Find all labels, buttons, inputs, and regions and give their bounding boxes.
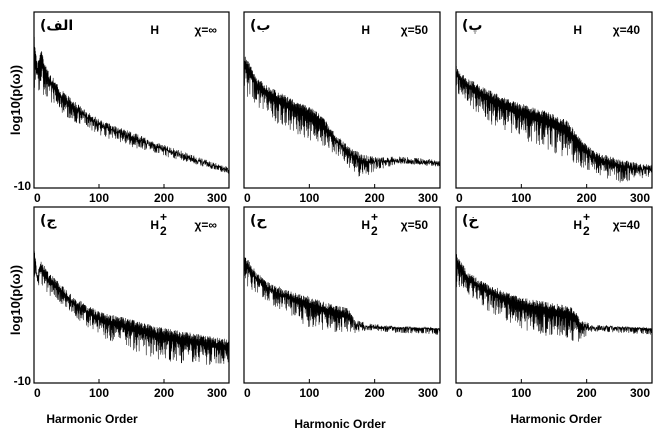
chi-label: χ=∞ (195, 218, 217, 232)
species-label: H (361, 218, 370, 232)
panel-frame (455, 206, 653, 384)
x-tick-label: 200 (154, 386, 174, 400)
panel-label: ج) (40, 213, 57, 229)
x-tick-label: 0 (34, 386, 41, 400)
x-tick-label: 300 (630, 386, 650, 400)
x-tick-label: 100 (89, 191, 109, 205)
species-label: H (573, 23, 582, 37)
x-tick-label: 0 (34, 191, 41, 205)
panel-5: 0 100 200 300 ح) H 2+ χ=50 (243, 206, 441, 400)
species-superscript: + (371, 210, 378, 224)
panel-6: 0 100 200 300 خ) H 2+ χ=40 (455, 206, 653, 400)
spectrum-line (33, 246, 230, 365)
spectrum-line (243, 256, 441, 335)
panel-4: 0 100 200 300 -10 ج) H 2+ χ=∞ (14, 206, 230, 400)
x-tick-label: 300 (207, 191, 227, 205)
y-axis-label-top: log10(p(ω)) (8, 65, 23, 135)
x-tick-label: 100 (511, 191, 531, 205)
panel-label: ح) (250, 213, 267, 229)
x-tick-label: 100 (89, 386, 109, 400)
panel-frame (455, 11, 653, 189)
chi-label: χ=∞ (195, 23, 217, 37)
x-tick-label: 0 (456, 386, 463, 400)
panel-label: ب) (250, 18, 270, 34)
x-axis-label-2: Harmonic Order (294, 417, 386, 431)
panel-label: الف) (40, 18, 73, 34)
species-subscript: 2 (160, 224, 167, 238)
species-subscript: 2 (371, 224, 378, 238)
x-tick-label: 200 (154, 191, 174, 205)
x-tick-label: 200 (365, 191, 385, 205)
panel-frame (33, 206, 230, 384)
spectrum-line (455, 65, 653, 183)
panel-label: پ) (462, 18, 482, 34)
x-tick-label: 100 (511, 386, 531, 400)
spectrum-line (33, 33, 230, 174)
spectrum-line (455, 254, 653, 342)
panel-frame (243, 206, 441, 384)
species-superscript: + (583, 210, 590, 224)
panel-frame (243, 11, 441, 189)
x-axis-label-3: Harmonic Order (510, 412, 602, 426)
species-label: H (150, 23, 159, 37)
species-label: H (361, 23, 370, 37)
chi-label: χ=50 (401, 218, 429, 232)
chi-label: χ=40 (613, 218, 641, 232)
species-superscript: + (160, 210, 167, 224)
x-tick-label: 0 (244, 386, 251, 400)
x-tick-label: 300 (418, 386, 438, 400)
x-tick-label: 300 (418, 191, 438, 205)
x-tick-label: 100 (299, 191, 319, 205)
panel-frame (33, 11, 230, 189)
x-axis-label-1: Harmonic Order (46, 412, 138, 426)
y-axis-label-bottom: log10(p(ω)) (8, 265, 23, 335)
chi-label: χ=40 (613, 23, 641, 37)
chi-label: χ=50 (401, 23, 429, 37)
x-tick-label: 200 (577, 191, 597, 205)
y-tick-label: -10 (14, 374, 32, 388)
species-subscript: 2 (583, 224, 590, 238)
spectrum-line (243, 56, 441, 177)
species-label: H (150, 218, 159, 232)
x-tick-label: 300 (630, 191, 650, 205)
x-tick-label: 0 (244, 191, 251, 205)
x-tick-label: 200 (365, 386, 385, 400)
x-tick-label: 200 (577, 386, 597, 400)
y-tick-label: -10 (14, 179, 32, 193)
species-label: H (573, 218, 582, 232)
x-tick-label: 100 (299, 386, 319, 400)
x-tick-label: 300 (207, 386, 227, 400)
panel-label: خ) (462, 213, 479, 229)
x-tick-label: 0 (456, 191, 463, 205)
